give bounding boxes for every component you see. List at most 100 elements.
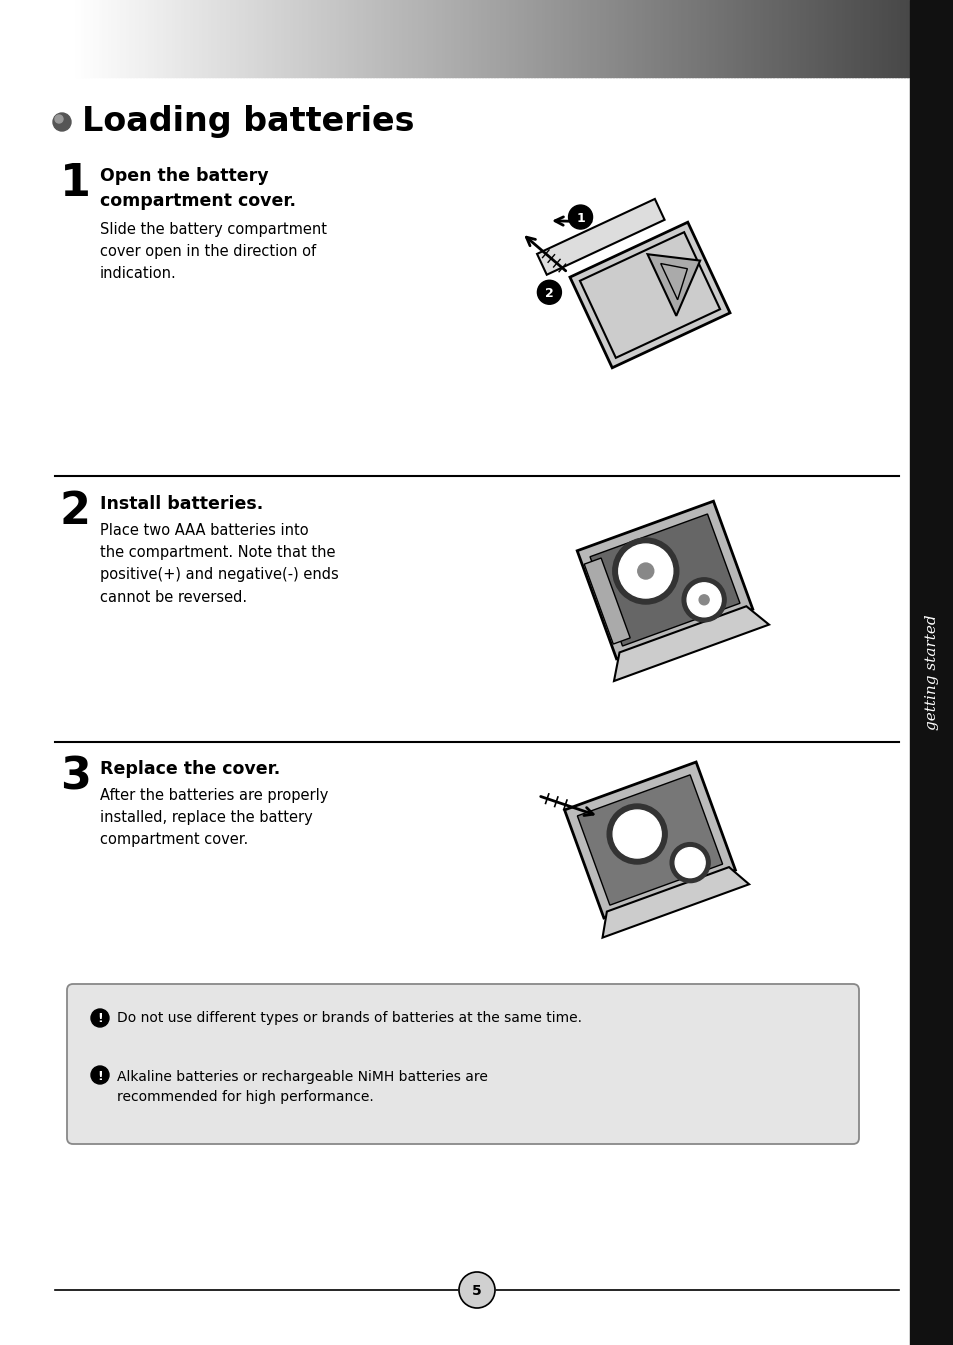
Bar bbox=[397, 0, 401, 77]
Bar bbox=[394, 0, 398, 77]
Bar bbox=[763, 0, 767, 77]
Bar bbox=[36, 0, 40, 77]
Bar bbox=[612, 0, 617, 77]
Bar bbox=[903, 0, 907, 77]
Bar bbox=[797, 0, 801, 77]
FancyBboxPatch shape bbox=[67, 985, 858, 1145]
Bar bbox=[318, 0, 322, 77]
Bar bbox=[285, 0, 289, 77]
Circle shape bbox=[699, 594, 708, 605]
Circle shape bbox=[686, 582, 720, 617]
Bar bbox=[815, 0, 820, 77]
Bar bbox=[897, 0, 901, 77]
Bar bbox=[576, 0, 579, 77]
Bar bbox=[288, 0, 292, 77]
Bar bbox=[742, 0, 746, 77]
Bar bbox=[218, 0, 222, 77]
Bar bbox=[193, 0, 198, 77]
Bar bbox=[157, 0, 162, 77]
Bar bbox=[637, 0, 640, 77]
Bar bbox=[231, 0, 234, 77]
Bar bbox=[252, 0, 255, 77]
Bar bbox=[476, 0, 479, 77]
Bar bbox=[315, 0, 319, 77]
Bar bbox=[267, 0, 271, 77]
Circle shape bbox=[612, 538, 679, 604]
Text: 1: 1 bbox=[60, 161, 91, 204]
Circle shape bbox=[638, 564, 653, 580]
Bar bbox=[254, 0, 258, 77]
Circle shape bbox=[606, 804, 666, 863]
Bar bbox=[264, 0, 268, 77]
Bar bbox=[112, 0, 116, 77]
Text: After the batteries are properly
installed, replace the battery
compartment cove: After the batteries are properly install… bbox=[100, 788, 328, 847]
Bar bbox=[273, 0, 276, 77]
Bar bbox=[700, 0, 704, 77]
Bar bbox=[618, 0, 622, 77]
Bar bbox=[357, 0, 361, 77]
Bar bbox=[300, 0, 304, 77]
Bar bbox=[118, 0, 122, 77]
Bar bbox=[491, 0, 495, 77]
Bar bbox=[82, 0, 86, 77]
Bar bbox=[809, 0, 813, 77]
Bar bbox=[645, 0, 649, 77]
Circle shape bbox=[568, 204, 592, 229]
Polygon shape bbox=[577, 502, 752, 659]
Bar bbox=[355, 0, 358, 77]
Bar bbox=[627, 0, 631, 77]
Bar bbox=[149, 0, 152, 77]
Bar bbox=[67, 0, 71, 77]
Bar bbox=[909, 0, 953, 1345]
Bar bbox=[691, 0, 695, 77]
Bar bbox=[200, 0, 204, 77]
Bar bbox=[663, 0, 668, 77]
Bar bbox=[794, 0, 798, 77]
Circle shape bbox=[537, 280, 560, 304]
Bar bbox=[375, 0, 379, 77]
Bar bbox=[94, 0, 98, 77]
Bar bbox=[712, 0, 716, 77]
Bar bbox=[185, 0, 189, 77]
Bar bbox=[703, 0, 707, 77]
Bar bbox=[321, 0, 325, 77]
Bar bbox=[239, 0, 243, 77]
Bar bbox=[530, 0, 535, 77]
Bar bbox=[545, 0, 550, 77]
Polygon shape bbox=[569, 222, 729, 367]
Bar bbox=[560, 0, 564, 77]
Bar bbox=[906, 0, 910, 77]
Bar bbox=[373, 0, 376, 77]
Bar bbox=[697, 0, 701, 77]
Bar bbox=[573, 0, 577, 77]
Bar bbox=[152, 0, 155, 77]
Circle shape bbox=[458, 1272, 495, 1307]
Bar bbox=[730, 0, 735, 77]
Bar bbox=[688, 0, 692, 77]
Bar bbox=[412, 0, 416, 77]
Bar bbox=[779, 0, 782, 77]
Bar bbox=[427, 0, 432, 77]
Bar bbox=[61, 0, 65, 77]
Bar bbox=[630, 0, 635, 77]
Bar bbox=[800, 0, 804, 77]
Bar bbox=[172, 0, 176, 77]
Bar bbox=[21, 0, 25, 77]
Bar bbox=[727, 0, 731, 77]
Bar bbox=[164, 0, 168, 77]
Bar bbox=[221, 0, 225, 77]
Text: getting started: getting started bbox=[924, 615, 938, 730]
Bar bbox=[673, 0, 677, 77]
Bar bbox=[497, 0, 501, 77]
Bar bbox=[378, 0, 383, 77]
Bar bbox=[349, 0, 353, 77]
Bar bbox=[737, 0, 740, 77]
Text: 2: 2 bbox=[60, 490, 91, 533]
Text: compartment cover.: compartment cover. bbox=[100, 192, 295, 210]
Bar bbox=[597, 0, 601, 77]
Polygon shape bbox=[583, 558, 630, 644]
Bar bbox=[294, 0, 298, 77]
Text: Place two AAA batteries into
the compartment. Note that the
positive(+) and nega: Place two AAA batteries into the compart… bbox=[100, 523, 338, 605]
Bar bbox=[785, 0, 789, 77]
Bar bbox=[670, 0, 674, 77]
